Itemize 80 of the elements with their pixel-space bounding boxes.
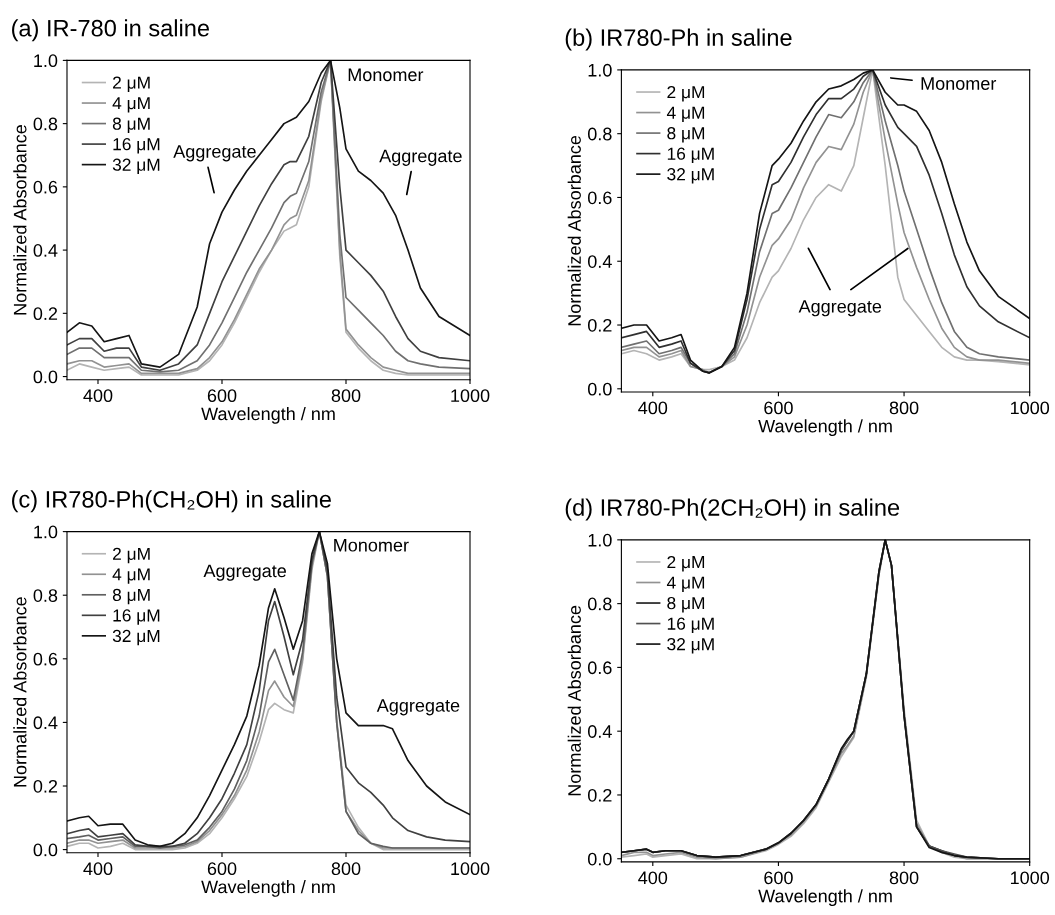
legend-label: 4 μM	[666, 106, 705, 122]
y-tick-label: 0.0	[33, 843, 58, 857]
y-tick-label: 0.4	[587, 255, 612, 268]
legend-label: 2 μM	[113, 76, 150, 92]
y-tick-label: 0.2	[33, 779, 58, 793]
legend-label: 32 μM	[667, 168, 714, 184]
legend-label: 2 μM	[113, 547, 150, 564]
chart-title: (c) IR780-Ph(CH₂OH) in saline	[12, 490, 331, 513]
x-axis-title: Wavelength / nm	[758, 889, 892, 907]
chart-title: (d) IR780-Ph(2CH₂OH) in saline	[565, 498, 900, 521]
chart-title: (b) IR780-Ph in saline	[565, 28, 792, 51]
x-axis-title: Wavelength / nm	[201, 880, 335, 897]
annotation: Aggregate	[173, 145, 256, 162]
y-axis-title: Normalized Absorbance	[13, 125, 27, 315]
legend-label: 32 μM	[112, 629, 160, 646]
y-tick-label: 0.0	[587, 382, 612, 396]
x-tick-label: 1000	[451, 389, 490, 403]
y-tick-label: 0.8	[587, 597, 612, 611]
legend-label: 4 μM	[112, 568, 150, 584]
legend-label: 32 μM	[667, 638, 714, 654]
y-tick-label: 1.0	[34, 54, 58, 68]
annotation: Aggregate	[798, 300, 882, 317]
y-tick-label: 0.2	[587, 318, 612, 332]
x-axis-title: Wavelength / nm	[201, 406, 335, 424]
x-tick-label: 800	[331, 389, 361, 403]
y-tick-label: 0.0	[33, 370, 58, 384]
legend-label: 8 μM	[112, 117, 150, 133]
x-tick-label: 600	[764, 871, 793, 885]
annotation: Monomer	[921, 77, 997, 90]
legend-label: 2 μM	[667, 85, 705, 102]
chart-title: (a) IR-780 in saline	[12, 19, 209, 42]
y-tick-label: 0.2	[33, 307, 58, 321]
x-tick-label: 1000	[451, 862, 490, 876]
legend-label: 8 μM	[667, 596, 705, 613]
x-tick-label: 1000	[1010, 871, 1050, 885]
x-tick-label: 400	[83, 389, 113, 403]
legend-label: 32 μM	[112, 158, 160, 175]
y-tick-label: 1.0	[34, 525, 58, 539]
x-tick-label: 1000	[1010, 401, 1050, 415]
annotation: Monomer	[334, 538, 409, 552]
x-tick-label: 400	[638, 401, 668, 415]
y-tick-label: 0.4	[33, 716, 58, 730]
y-tick-label: 0.6	[33, 652, 58, 666]
y-tick-label: 0.6	[587, 191, 612, 205]
y-tick-label: 0.2	[587, 788, 612, 802]
y-tick-label: 0.8	[33, 589, 58, 602]
annotation: Monomer	[348, 68, 424, 82]
legend-label: 2 μM	[667, 555, 705, 572]
x-tick-label: 600	[764, 401, 793, 415]
y-tick-label: 0.6	[587, 661, 612, 675]
legend-label: 8 μM	[112, 588, 150, 605]
legend-label: 4 μM	[666, 576, 705, 592]
y-tick-label: 0.8	[33, 117, 58, 131]
y-tick-label: 0.4	[587, 725, 612, 738]
y-tick-label: 1.0	[588, 63, 612, 77]
x-tick-label: 400	[83, 862, 113, 876]
y-tick-label: 0.4	[33, 244, 58, 257]
y-axis-title: Normalized Absorbance	[567, 605, 581, 796]
x-axis-title: Wavelength / nm	[758, 419, 892, 437]
y-tick-label: 1.0	[588, 533, 612, 547]
annotation: Aggregate	[376, 699, 460, 716]
x-tick-label: 800	[331, 862, 361, 876]
y-tick-label: 0.8	[587, 127, 612, 141]
y-axis-title: Normalized Absorbance	[567, 135, 581, 326]
x-tick-label: 800	[889, 871, 919, 885]
legend-label: 8 μM	[667, 127, 705, 143]
legend-label: 16 μM	[667, 147, 714, 164]
x-tick-label: 600	[207, 862, 237, 876]
y-tick-label: 0.6	[33, 180, 58, 194]
legend-label: 4 μM	[112, 97, 150, 113]
legend-label: 16 μM	[667, 617, 714, 633]
x-tick-label: 800	[889, 401, 919, 415]
x-tick-label: 600	[207, 389, 237, 403]
legend-label: 16 μM	[113, 138, 160, 154]
y-axis-title: Normalized Absorbance	[13, 597, 27, 787]
legend-label: 16 μM	[113, 609, 160, 625]
annotation: Aggregate	[203, 564, 286, 581]
x-tick-label: 400	[638, 871, 668, 885]
annotation: Aggregate	[379, 149, 462, 166]
y-tick-label: 0.0	[587, 852, 612, 866]
